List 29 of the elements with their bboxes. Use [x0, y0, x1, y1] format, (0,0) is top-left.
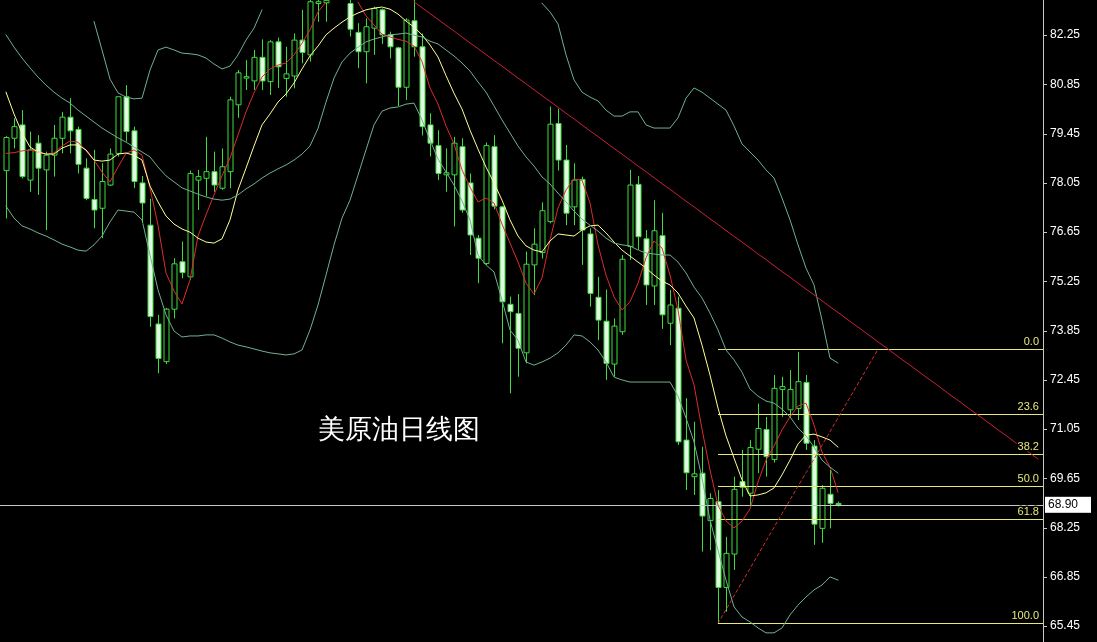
- y-tick-label: 79.45: [1050, 125, 1081, 140]
- y-tick-label: 80.85: [1050, 76, 1081, 91]
- candlestick: [347, 0, 354, 38]
- annotation: 23.6: [1017, 400, 1039, 412]
- candlestick: [147, 198, 154, 328]
- text: 美原油日线图: [318, 412, 481, 444]
- y-tick-label: 82.25: [1050, 27, 1081, 42]
- line-series: [5, 102, 839, 634]
- y-tick-label: 65.45: [1050, 618, 1081, 633]
- y-tick-label: 78.05: [1050, 175, 1081, 190]
- line-series: [717, 348, 879, 624]
- y-tick-label: 76.65: [1050, 224, 1081, 239]
- y-tick-label: 72.45: [1050, 372, 1081, 387]
- y-tick-label: 71.05: [1050, 421, 1081, 436]
- annotation: 61.8: [1017, 505, 1039, 517]
- ref-line-label: 68.90: [1048, 496, 1079, 511]
- y-tick-label: 66.85: [1050, 569, 1081, 584]
- y-tick-label: 68.25: [1050, 519, 1081, 534]
- y-tick-label: 73.85: [1050, 322, 1081, 337]
- annotation: 50.0: [1017, 472, 1039, 484]
- y-tick-label: 69.65: [1050, 470, 1081, 485]
- annotation: 0.0: [1023, 335, 1039, 347]
- candlestick: [83, 157, 90, 201]
- candlestick: [507, 296, 514, 394]
- candlestick: [587, 227, 594, 308]
- annotation: 100.0: [1011, 609, 1039, 621]
- candlestick: [595, 276, 602, 341]
- y-tick-label: 75.25: [1050, 273, 1081, 288]
- annotation: 38.2: [1017, 440, 1039, 452]
